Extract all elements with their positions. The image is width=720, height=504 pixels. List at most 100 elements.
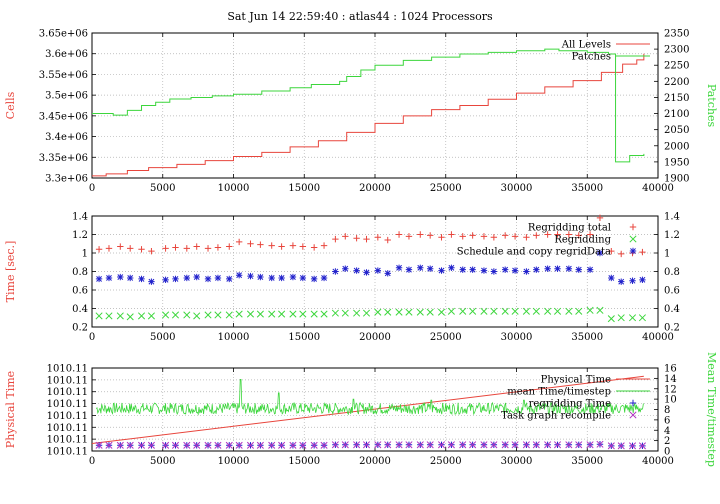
y2-tick-label: 4 bbox=[664, 426, 670, 437]
y2-tick-label: 0.2 bbox=[664, 323, 680, 334]
data-point bbox=[553, 307, 562, 315]
data-point bbox=[511, 307, 519, 315]
y2-tick-label: 0.4 bbox=[664, 304, 680, 315]
data-point bbox=[426, 265, 434, 272]
data-point bbox=[148, 278, 155, 285]
data-point bbox=[405, 266, 413, 273]
data-point bbox=[596, 214, 604, 222]
x-tick-label: 10000 bbox=[218, 183, 250, 194]
data-point bbox=[565, 307, 573, 315]
data-point bbox=[268, 242, 275, 249]
data-point bbox=[553, 441, 562, 449]
data-point bbox=[310, 310, 318, 318]
data-point bbox=[522, 441, 530, 449]
x-tick-label: 0 bbox=[89, 456, 95, 467]
data-point bbox=[374, 267, 382, 274]
data-point bbox=[501, 307, 509, 315]
y2-tick-label: 1900 bbox=[664, 174, 689, 185]
data-point bbox=[193, 312, 201, 320]
data-point bbox=[257, 241, 264, 248]
x-tick-label: 15000 bbox=[288, 456, 320, 467]
data-point bbox=[554, 265, 561, 272]
data-point bbox=[162, 441, 170, 449]
y2-tick-label: 0.6 bbox=[664, 286, 680, 297]
data-point bbox=[278, 441, 286, 449]
data-point bbox=[501, 266, 509, 273]
data-point bbox=[214, 441, 222, 449]
data-point bbox=[395, 441, 403, 449]
y-tick-label: 3.35e+06 bbox=[39, 153, 88, 164]
data-point bbox=[147, 312, 155, 320]
data-point bbox=[426, 308, 434, 316]
plot-frame bbox=[91, 32, 659, 179]
data-point bbox=[116, 441, 124, 449]
y-tick-label: 3.65e+06 bbox=[39, 29, 88, 40]
data-point bbox=[353, 267, 360, 274]
y2-tick-label: 1 bbox=[664, 249, 670, 260]
data-point bbox=[247, 272, 254, 280]
y2-tick-label: 10 bbox=[664, 395, 677, 406]
data-point bbox=[575, 307, 583, 315]
data-point bbox=[95, 441, 103, 449]
data-point bbox=[544, 265, 551, 272]
legend-label: regridding Time bbox=[529, 399, 611, 410]
data-point bbox=[490, 268, 498, 275]
data-point bbox=[256, 310, 264, 318]
data-point bbox=[235, 238, 243, 246]
data-point bbox=[278, 310, 286, 318]
y2-tick-label: 1.4 bbox=[664, 212, 680, 223]
x-tick-label: 40000 bbox=[642, 332, 674, 343]
data-point bbox=[501, 441, 509, 449]
data-point bbox=[469, 232, 476, 239]
data-point bbox=[617, 442, 625, 450]
data-point bbox=[235, 272, 243, 279]
data-point bbox=[438, 267, 445, 274]
data-point bbox=[126, 313, 134, 321]
data-point bbox=[437, 308, 446, 316]
data-point bbox=[299, 441, 307, 449]
data-point bbox=[342, 233, 349, 240]
data-point bbox=[310, 441, 318, 449]
data-point bbox=[608, 247, 615, 255]
data-point bbox=[162, 276, 169, 284]
data-point bbox=[544, 441, 552, 449]
data-point bbox=[95, 275, 103, 283]
data-point bbox=[126, 441, 134, 449]
y2-tick-label: 2200 bbox=[664, 77, 689, 88]
data-point bbox=[214, 244, 222, 251]
data-point bbox=[363, 235, 370, 243]
data-point bbox=[374, 441, 382, 449]
x-tick-label: 25000 bbox=[430, 183, 462, 194]
data-point bbox=[289, 310, 297, 318]
data-point bbox=[105, 441, 113, 449]
data-point bbox=[586, 266, 594, 273]
data-point bbox=[268, 310, 276, 318]
data-point bbox=[384, 441, 392, 449]
data-point bbox=[554, 231, 561, 238]
data-point bbox=[639, 248, 646, 256]
series-line bbox=[95, 379, 644, 416]
data-point bbox=[204, 441, 212, 449]
x-tick-label: 35000 bbox=[571, 183, 603, 194]
data-point bbox=[226, 243, 233, 250]
data-point bbox=[299, 274, 307, 282]
data-point bbox=[214, 274, 222, 282]
data-point bbox=[204, 311, 212, 319]
data-point bbox=[95, 312, 103, 320]
x-tick-label: 10000 bbox=[218, 456, 250, 467]
data-point bbox=[628, 442, 637, 450]
x-tick-label: 20000 bbox=[359, 332, 391, 343]
data-point bbox=[395, 264, 403, 271]
y-tick-label: 1 bbox=[82, 249, 88, 260]
data-point bbox=[331, 309, 339, 317]
data-point bbox=[320, 310, 328, 318]
data-point bbox=[628, 314, 637, 322]
data-point bbox=[501, 232, 509, 239]
data-point bbox=[544, 307, 552, 315]
data-point bbox=[362, 441, 371, 449]
data-point bbox=[638, 442, 646, 450]
legend-label: Patches bbox=[572, 52, 611, 63]
data-point bbox=[299, 243, 307, 250]
y-tick-label: 1.4 bbox=[72, 212, 88, 223]
data-point bbox=[147, 441, 155, 449]
